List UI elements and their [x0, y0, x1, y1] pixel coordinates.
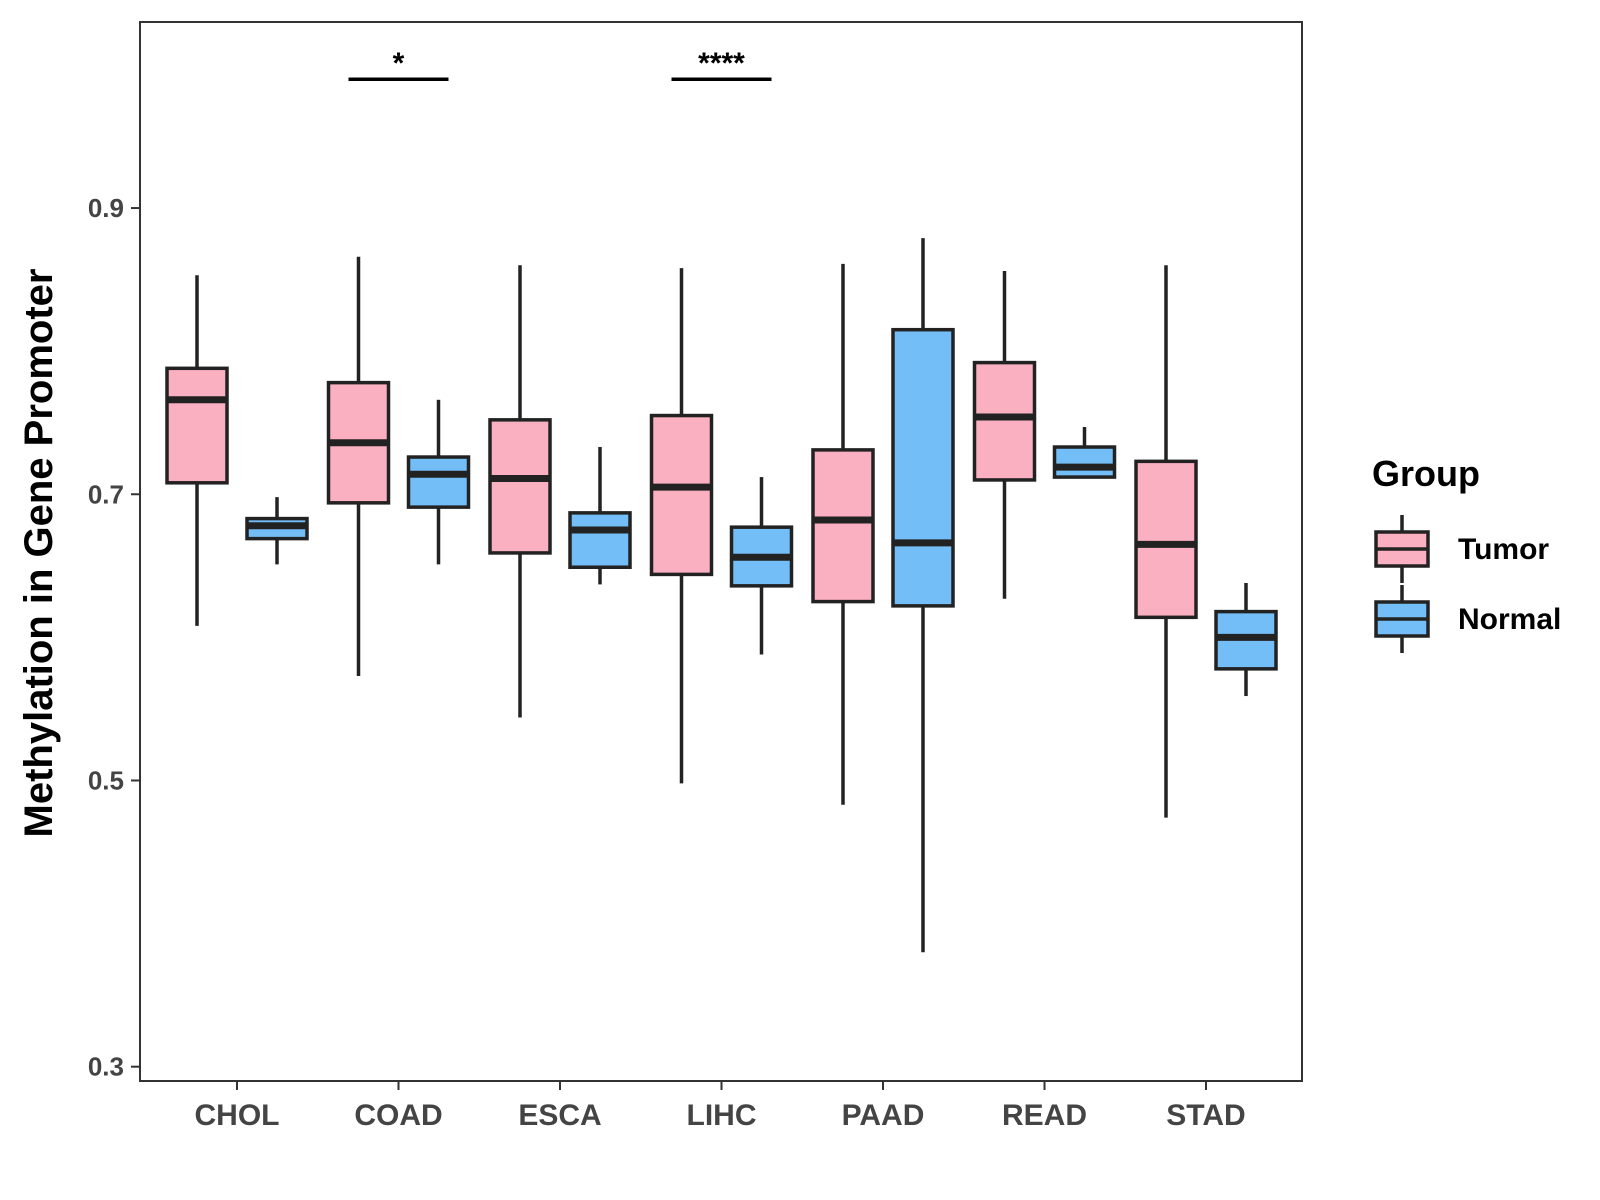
x-tick-label: COAD [354, 1099, 442, 1132]
y-tick-label: 0.3 [88, 1052, 124, 1082]
x-axis: CHOL COAD ESCA LIHC PAAD READ STAD [195, 1081, 1246, 1132]
y-tick-label: 0.9 [88, 193, 124, 223]
panel-border [139, 21, 1303, 1082]
legend-title: Group [1372, 453, 1480, 494]
box-iqr [406, 455, 471, 509]
x-tick-label: PAAD [842, 1099, 925, 1132]
y-axis-title: Methylation in Gene Promoter [17, 269, 61, 838]
significance-label: * [393, 47, 405, 80]
box-normal-read [1052, 426, 1117, 479]
y-axis: 0.3 0.5 0.7 0.9 [88, 193, 140, 1082]
box-tumor-paad [811, 263, 875, 805]
box-iqr [165, 366, 229, 485]
legend-item-normal: Normal [1374, 585, 1561, 653]
box-tumor-chol [165, 275, 229, 626]
y-tick-label: 0.5 [88, 765, 124, 795]
legend-label: Normal [1458, 603, 1561, 636]
plot-panel [139, 21, 1303, 1082]
box-iqr [891, 327, 955, 608]
box-series [165, 238, 1278, 953]
significance-annotations: * **** [348, 47, 772, 81]
box-iqr [1134, 459, 1198, 620]
box-normal-chol [245, 497, 309, 565]
x-tick-label: STAD [1166, 1099, 1245, 1132]
box-tumor-lihc [649, 268, 714, 784]
box-iqr [488, 418, 552, 555]
box-normal-esca [568, 447, 632, 585]
box-iqr [568, 511, 632, 569]
box-tumor-stad [1134, 265, 1198, 818]
box-normal-paad [891, 238, 955, 953]
legend-label: Tumor [1458, 533, 1549, 566]
box-iqr [649, 413, 714, 577]
box-tumor-read [972, 271, 1037, 599]
box-iqr [972, 360, 1037, 482]
box-iqr [1052, 445, 1117, 479]
box-normal-stad [1214, 582, 1278, 697]
box-tumor-coad [326, 256, 391, 677]
legend-item-tumor: Tumor [1374, 515, 1549, 583]
box-normal-coad [406, 399, 471, 565]
x-tick-label: READ [1002, 1099, 1087, 1132]
significance-label: **** [698, 47, 745, 80]
box-normal-lihc [729, 477, 794, 655]
x-tick-label: LIHC [687, 1099, 757, 1132]
x-tick-label: CHOL [195, 1099, 280, 1132]
box-tumor-esca [488, 265, 552, 718]
box-iqr [811, 448, 875, 604]
x-tick-label: ESCA [518, 1099, 601, 1132]
legend: Group Tumor Normal [1372, 453, 1561, 653]
y-tick-label: 0.7 [88, 479, 124, 509]
